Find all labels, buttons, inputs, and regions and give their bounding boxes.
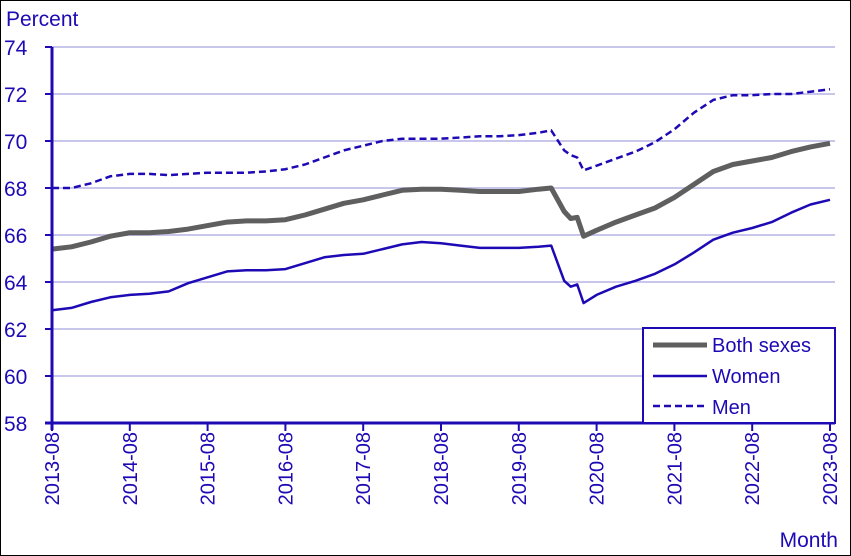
x-tick-label: 2021-08: [664, 432, 686, 505]
x-tick-label: 2014-08: [120, 432, 142, 505]
gridlines: [52, 46, 835, 377]
legend-label-men: Men: [712, 397, 751, 419]
y-tick-label: 58: [4, 413, 27, 436]
y-tick-label: 72: [4, 84, 27, 107]
x-tick-label: 2019-08: [509, 432, 531, 505]
series-women: [51, 198, 831, 312]
y-tick-label: 68: [4, 178, 27, 201]
y-tick-label: 62: [4, 319, 27, 342]
series-men: [52, 88, 831, 190]
x-tick-label: 2022-08: [742, 432, 764, 505]
x-tick-label: 2015-08: [198, 432, 220, 505]
y-tick-label: 60: [4, 366, 27, 389]
x-tick-label: 2013-08: [42, 432, 64, 505]
y-tick-label: 66: [4, 225, 27, 248]
legend-label-both-sexes: Both sexes: [712, 335, 811, 357]
x-tick-label: 2020-08: [587, 432, 609, 505]
x-tick-label: 2023-08: [820, 432, 842, 505]
y-axis-title: Percent: [6, 8, 79, 31]
x-axis-title: Month: [780, 529, 838, 552]
series-lines: [51, 88, 831, 312]
y-tick-label: 70: [4, 131, 27, 154]
y-tick-label: 74: [4, 37, 28, 60]
x-tick-label: 2018-08: [431, 432, 453, 505]
y-axis-tick-labels: 58 60 62 64 66 68 70 72 74: [4, 37, 28, 436]
x-axis-tick-labels: 2013-08 2014-08 2015-08 2016-08 2017-08 2018-…: [42, 432, 842, 505]
x-tick-label: 2016-08: [275, 432, 297, 505]
x-tick-label: 2017-08: [353, 432, 375, 505]
series-both-sexes: [51, 140, 831, 252]
y-tick-label: 64: [4, 272, 28, 295]
legend: Both sexes Women Men: [642, 327, 836, 424]
legend-label-women: Women: [712, 366, 781, 388]
